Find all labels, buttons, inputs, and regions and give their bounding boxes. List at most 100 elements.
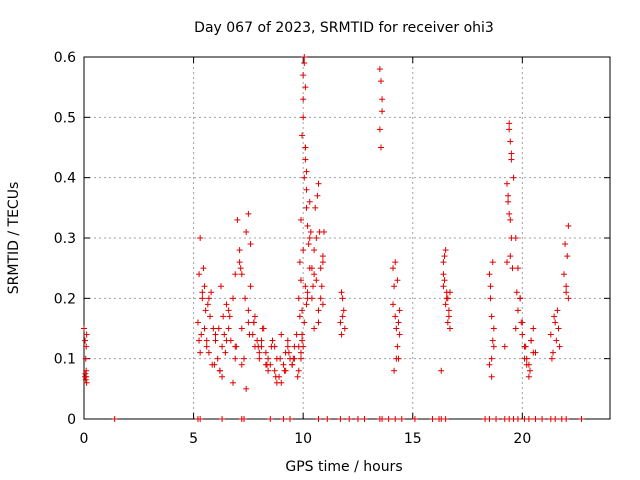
- data-point: [553, 337, 560, 344]
- data-point: [555, 325, 562, 332]
- data-point: [395, 319, 402, 326]
- data-point: [552, 319, 559, 326]
- y-tick-label: 0.1: [54, 352, 76, 368]
- data-point: [565, 222, 572, 229]
- data-point: [521, 355, 528, 362]
- data-point: [256, 355, 263, 362]
- data-point: [394, 277, 401, 284]
- data-point: [269, 337, 276, 344]
- data-point: [519, 331, 526, 338]
- data-point: [230, 295, 237, 302]
- data-point: [501, 343, 508, 350]
- data-point: [318, 283, 325, 290]
- data-point: [514, 416, 521, 422]
- data-point: [256, 349, 263, 356]
- data-point: [111, 416, 118, 422]
- data-point: [396, 331, 403, 338]
- data-point: [514, 307, 521, 314]
- data-point: [197, 235, 204, 241]
- data-point: [385, 416, 392, 422]
- data-point: [507, 216, 514, 223]
- data-point: [508, 150, 515, 157]
- data-point: [518, 319, 525, 326]
- data-point: [247, 241, 254, 248]
- data-point: [200, 265, 207, 272]
- data-point: [379, 108, 386, 115]
- data-point: [207, 313, 214, 320]
- data-point: [319, 259, 326, 266]
- data-point: [278, 331, 285, 338]
- data-point: [445, 313, 452, 320]
- data-point: [299, 307, 306, 314]
- data-point: [506, 126, 513, 133]
- data-point: [302, 84, 309, 91]
- data-point: [379, 416, 386, 422]
- data-point: [214, 355, 221, 362]
- data-point: [223, 301, 230, 308]
- data-point: [506, 210, 513, 217]
- x-tick-label: 0: [80, 431, 89, 447]
- data-point: [196, 271, 203, 278]
- data-point: [299, 331, 306, 338]
- data-point: [486, 271, 493, 278]
- data-point: [289, 361, 296, 368]
- data-point: [548, 355, 555, 362]
- data-point: [237, 265, 244, 272]
- data-point: [532, 416, 539, 422]
- data-point: [564, 253, 571, 260]
- data-point: [271, 367, 278, 374]
- data-point: [441, 253, 448, 260]
- data-point: [211, 361, 218, 368]
- data-point: [341, 325, 348, 332]
- data-point: [216, 367, 223, 374]
- data-point: [262, 349, 269, 356]
- data-point: [505, 198, 512, 205]
- data-point: [201, 325, 208, 332]
- data-point: [294, 373, 301, 380]
- data-point: [196, 337, 203, 344]
- data-point: [517, 295, 524, 302]
- data-point: [265, 355, 272, 362]
- data-point: [507, 253, 514, 260]
- data-point: [303, 204, 310, 211]
- data-point: [552, 416, 559, 422]
- data-point: [398, 416, 405, 422]
- data-point: [232, 355, 239, 362]
- data-point: [510, 174, 517, 181]
- data-point: [201, 283, 208, 290]
- data-point: [442, 247, 449, 254]
- data-point: [315, 319, 322, 326]
- x-tick-label: 5: [189, 431, 198, 447]
- data-point: [242, 295, 249, 302]
- data-point: [194, 319, 201, 326]
- data-point: [230, 379, 237, 386]
- data-point: [530, 325, 537, 332]
- data-point: [301, 319, 308, 326]
- data-point: [440, 259, 447, 266]
- data-point: [82, 337, 89, 344]
- data-point: [443, 295, 450, 302]
- data-point: [440, 271, 447, 278]
- data-point: [297, 277, 304, 284]
- data-point: [282, 367, 289, 374]
- data-point: [392, 313, 399, 320]
- data-point: [508, 235, 515, 241]
- data-point: [297, 349, 304, 356]
- chart-title: Day 067 of 2023, SRMTID for receiver ohi…: [194, 20, 494, 36]
- data-point: [339, 313, 346, 320]
- data-point: [306, 235, 313, 241]
- data-point: [556, 343, 563, 350]
- data-point: [379, 96, 386, 103]
- data-point: [243, 228, 250, 235]
- data-point: [442, 301, 449, 308]
- data-point: [489, 259, 496, 266]
- data-point: [215, 325, 222, 332]
- data-point: [486, 361, 493, 368]
- data-point: [302, 156, 309, 163]
- data-point: [222, 349, 229, 356]
- data-point: [554, 307, 561, 314]
- y-tick-label: 0: [67, 412, 76, 428]
- data-point: [295, 367, 302, 374]
- data-point: [238, 325, 245, 332]
